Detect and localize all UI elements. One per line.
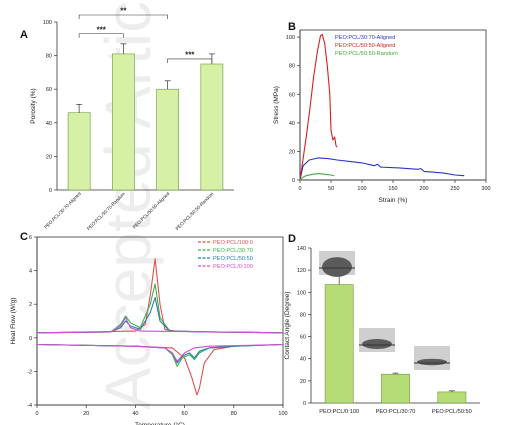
bar — [200, 63, 224, 191]
bar — [112, 53, 135, 191]
bar — [156, 88, 179, 191]
significance-label: ** — [120, 7, 127, 16]
y-tick-label: 60 — [300, 335, 306, 341]
y-tick-label: 2 — [29, 302, 32, 308]
x-category-label: PEO:PCL/50:50 — [432, 409, 472, 415]
series-line — [36, 317, 284, 334]
droplet-shape — [362, 339, 392, 349]
y-tick-label: 80 — [46, 54, 52, 60]
x-tick-label: 150 — [388, 186, 397, 192]
significance-label: *** — [185, 50, 195, 59]
panel-label: A — [20, 29, 28, 41]
legend-label: PEO:PCL/100:0 — [213, 240, 253, 246]
x-tick-label: 20 — [83, 411, 89, 417]
x-tick-label: 200 — [419, 186, 428, 192]
y-tick-label: 100 — [297, 290, 306, 296]
x-category-label: PEO:PCL/0:100 — [319, 409, 359, 415]
bar — [67, 112, 91, 191]
y-tick-label: 40 — [46, 121, 52, 127]
bar — [437, 391, 467, 404]
y-tick-label: 4 — [29, 269, 32, 275]
legend-label: PEO:PCL/50:50 — [213, 256, 253, 262]
legend-label: PEO:PCL/50:50-Random — [335, 51, 398, 57]
x-tick-label: 250 — [450, 186, 459, 192]
y-tick-label: 0 — [49, 188, 52, 194]
x-axis-label: Strain (%) — [379, 197, 408, 204]
x-axis-label: Temperature (°C) — [135, 421, 185, 425]
x-tick-label: 80 — [231, 411, 237, 417]
panel-label: D — [288, 233, 296, 245]
droplet-shape — [322, 257, 352, 277]
series-line — [299, 173, 335, 181]
legend-label: PEO:PCL/0:100 — [213, 264, 253, 270]
legend-label: PEO:PCL/50:50-Aligned — [335, 43, 395, 49]
y-axis-label: Contact Angle (Degree) — [284, 292, 291, 360]
series-line — [299, 33, 338, 181]
y-axis-label: Stress (MPa) — [273, 86, 280, 124]
x-tick-label: 60 — [182, 411, 188, 417]
x-tick-label: 100 — [278, 411, 287, 417]
y-tick-label: 40 — [289, 121, 295, 127]
x-category-label: PEO:PCL/30:70-Aligned — [43, 191, 82, 230]
droplet-photo — [414, 346, 450, 370]
bar — [324, 284, 354, 404]
series-line — [36, 343, 284, 362]
legend-label: PEO:PCL/30:70-Aligned — [335, 35, 395, 41]
x-tick-label: 40 — [132, 411, 138, 417]
significance-label: *** — [97, 25, 107, 34]
y-tick-label: 0 — [292, 178, 295, 184]
y-tick-label: 80 — [289, 64, 295, 70]
y-tick-label: 120 — [297, 268, 306, 274]
y-tick-label: 20 — [289, 149, 295, 155]
y-axis-label: Porosity (%) — [30, 88, 37, 123]
legend-label: PEO:PCL/30:70 — [213, 248, 253, 254]
panel-label: C — [20, 231, 28, 243]
x-tick-label: 50 — [328, 186, 334, 192]
x-tick-label: 0 — [298, 186, 301, 192]
panel-label: B — [288, 21, 296, 33]
series-line — [299, 157, 465, 181]
y-tick-label: 20 — [46, 154, 52, 160]
y-tick-label: -2 — [27, 369, 32, 375]
y-tick-label: 80 — [300, 312, 306, 318]
y-axis-label: Heat Flow (W/g) — [10, 298, 17, 345]
y-tick-label: 100 — [286, 35, 295, 41]
y-tick-label: 6 — [29, 235, 32, 241]
significance-bracket — [167, 58, 213, 63]
y-tick-label: 100 — [43, 20, 52, 26]
x-category-label: PEO:PCL/50:50-Random — [175, 191, 215, 231]
y-tick-label: 60 — [46, 87, 52, 93]
x-category-label: PEO:PCL/30:70 — [376, 409, 416, 415]
significance-bracket — [78, 33, 124, 38]
y-tick-label: -4 — [27, 403, 32, 409]
bar — [381, 373, 410, 404]
y-tick-label: 60 — [289, 92, 295, 98]
droplet-shape — [417, 358, 447, 366]
y-tick-label: 0 — [29, 336, 32, 342]
y-tick-label: 0 — [303, 401, 306, 407]
y-tick-label: 40 — [300, 357, 306, 363]
x-tick-label: 0 — [35, 411, 38, 417]
x-tick-label: 100 — [357, 186, 366, 192]
y-tick-label: 140 — [297, 246, 306, 252]
x-tick-label: 300 — [481, 186, 490, 192]
significance-bracket — [78, 14, 168, 19]
y-tick-label: 20 — [300, 379, 306, 385]
